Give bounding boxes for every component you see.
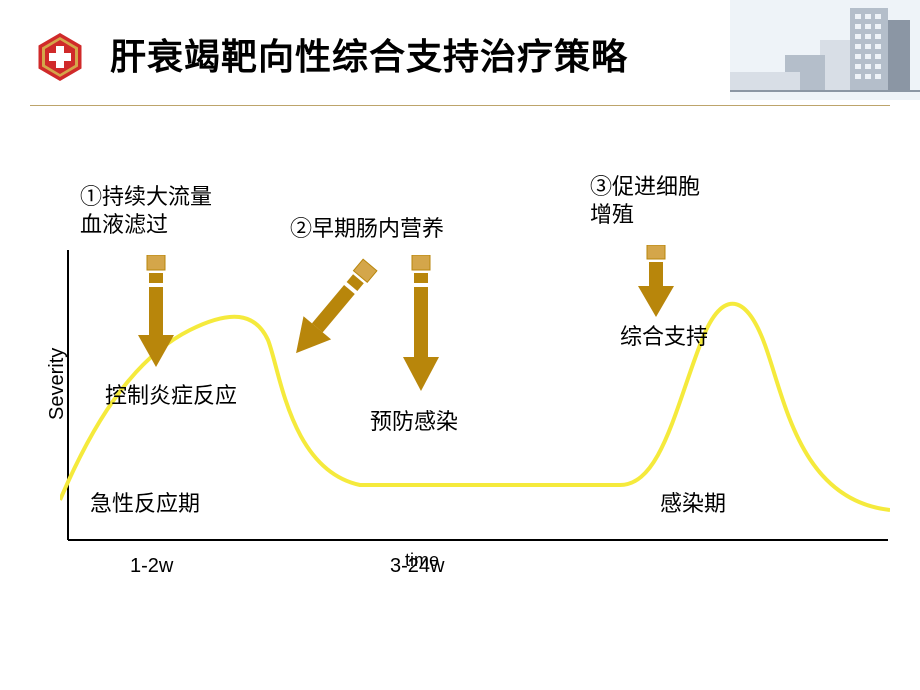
step2-target-label: 预防感染 bbox=[370, 408, 458, 436]
step1-label: ①持续大流量 血液滤过 bbox=[80, 183, 212, 238]
step1-arrow-icon bbox=[135, 255, 175, 370]
title-divider bbox=[30, 105, 890, 106]
step3-label: ③促进细胞 增殖 bbox=[590, 173, 700, 228]
step2-arrow-down-icon bbox=[400, 255, 440, 395]
slide-header: 肝衰竭靶向性综合支持治疗策略 bbox=[0, 0, 920, 110]
step1-target-label: 控制炎症反应 bbox=[105, 382, 237, 410]
slide-title: 肝衰竭靶向性综合支持治疗策略 bbox=[110, 28, 628, 80]
step2-label: ②早期肠内营养 bbox=[290, 215, 444, 243]
building-illustration-icon bbox=[730, 0, 920, 100]
step3-target-label: 综合支持 bbox=[620, 323, 708, 351]
hospital-logo-icon bbox=[35, 32, 85, 82]
step2-arrow-left-icon bbox=[270, 255, 400, 375]
y-axis-label: Severity bbox=[46, 348, 69, 420]
x-tick-right: 3-24w bbox=[390, 555, 444, 578]
step3-arrow-icon bbox=[635, 245, 675, 320]
phase1-label: 急性反应期 bbox=[90, 490, 200, 518]
phase2-label: 感染期 bbox=[660, 490, 726, 518]
x-tick-left: 1-2w bbox=[130, 555, 173, 578]
